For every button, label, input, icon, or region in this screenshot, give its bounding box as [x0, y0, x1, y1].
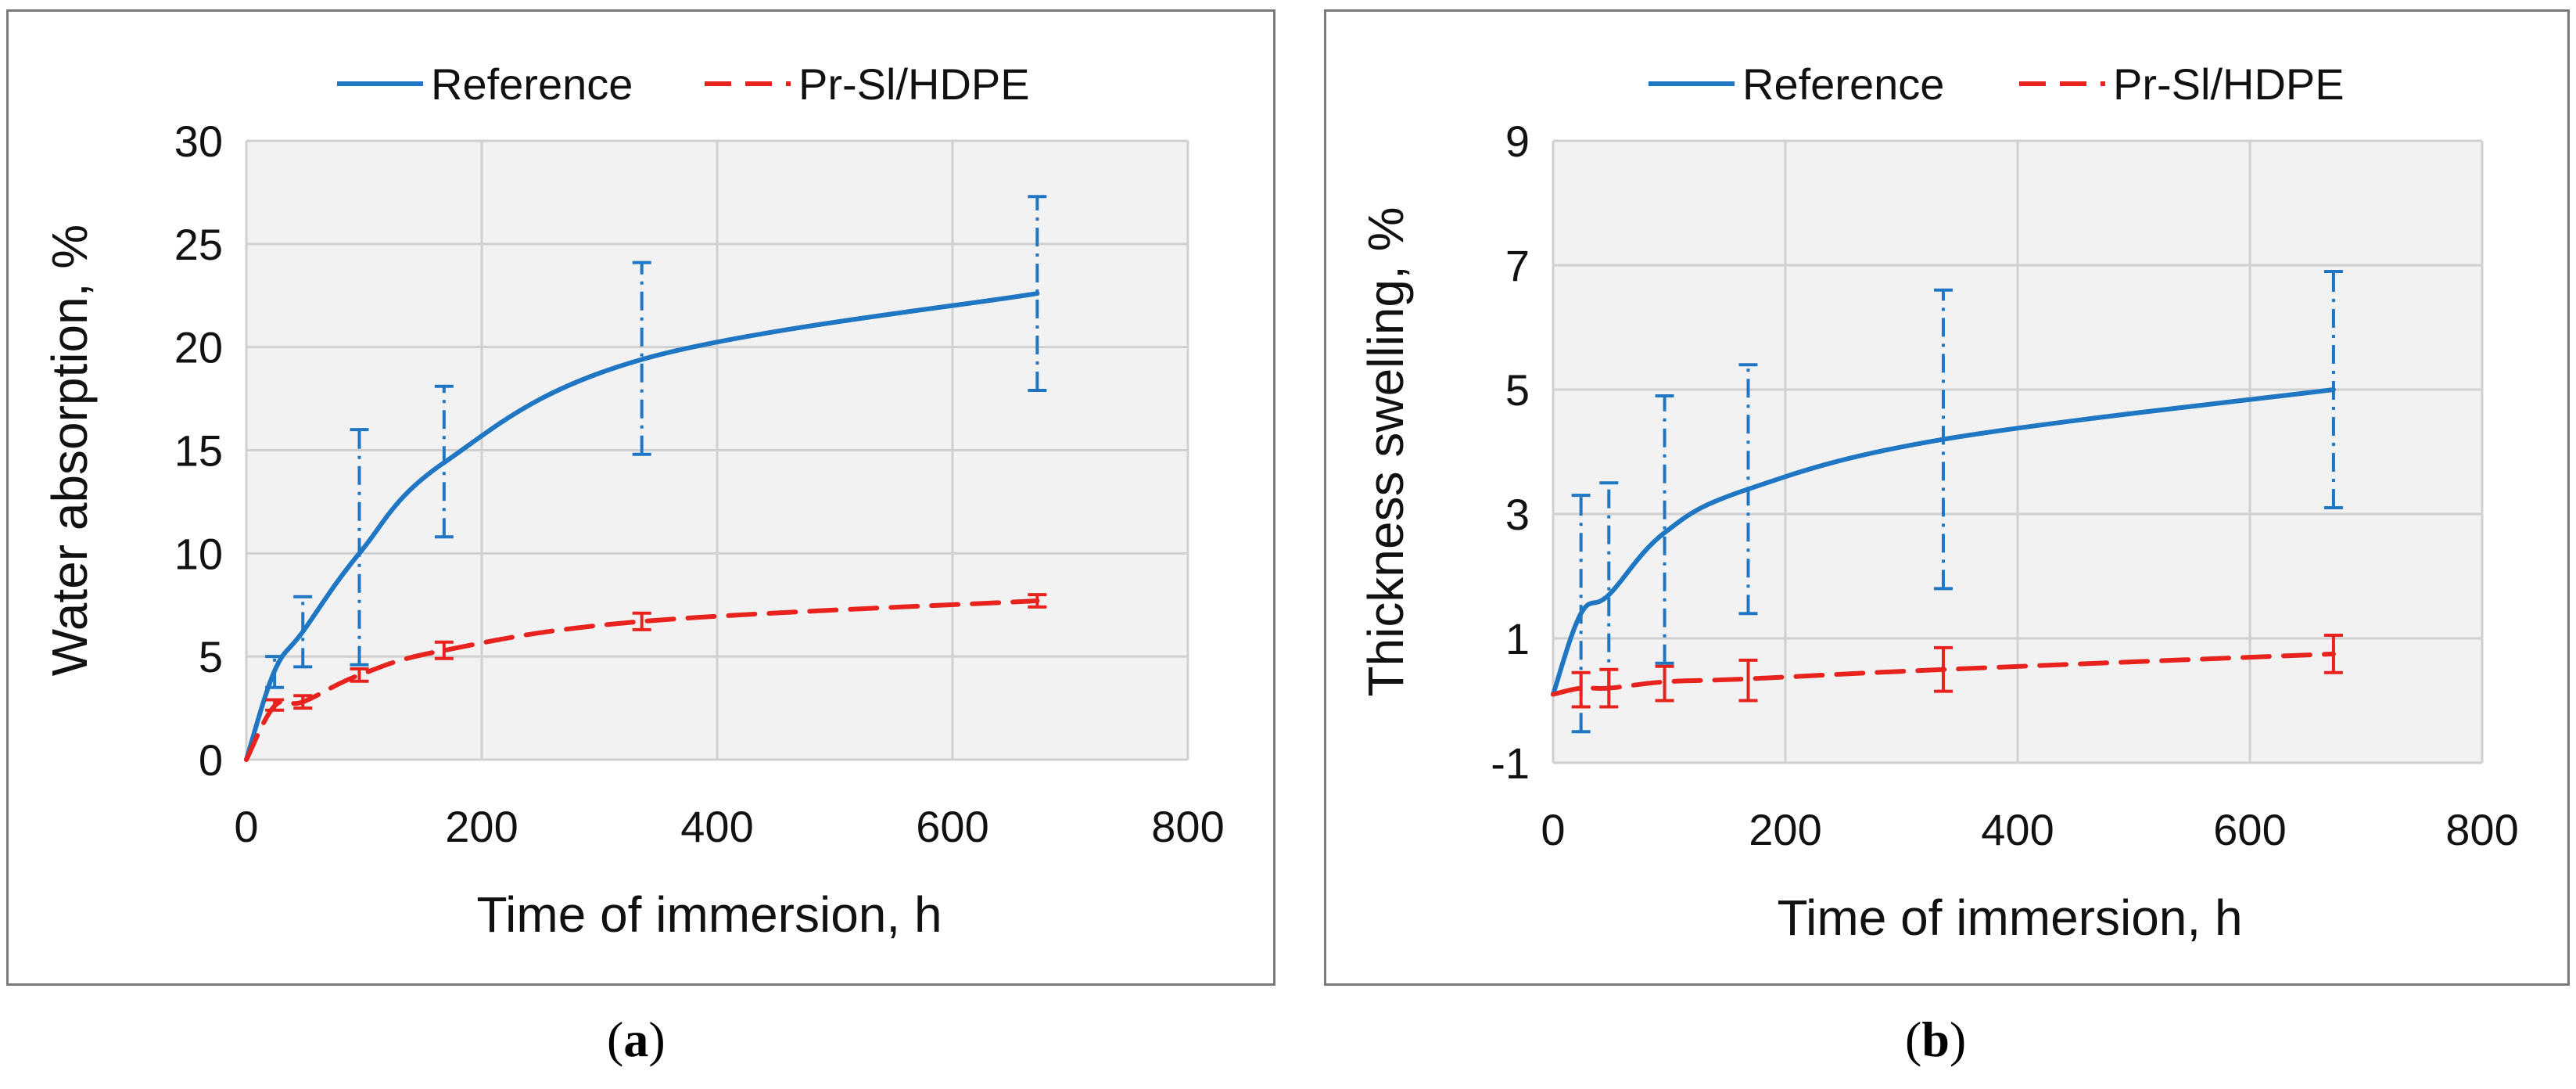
x-tick-label-b-3: 600 — [2213, 805, 2286, 854]
y-tick-label-a-5: 25 — [174, 220, 223, 269]
y-tick-label-a-0: 0 — [199, 735, 223, 785]
error-bar-reference-b-6 — [2323, 269, 2343, 510]
series-reference-b — [1551, 269, 2343, 734]
y-tick-label-a-6: 30 — [174, 117, 223, 166]
x-tick-label-a-2: 400 — [680, 802, 753, 851]
gridlines-b — [1552, 139, 2484, 764]
y-tick-label-b-4: 7 — [1505, 241, 1530, 290]
x-axis-label-b: Time of immersion, h — [1777, 890, 2242, 946]
error-bar-pr-sl-hdpe-a-5 — [632, 611, 651, 631]
legend-b: Reference Pr-Sl/HDPE — [1649, 59, 2345, 109]
y-tick-label-b-1: 1 — [1505, 614, 1530, 663]
error-bar-pr-sl-hdpe-a-2 — [293, 694, 313, 710]
gridlines-a — [245, 139, 1189, 761]
chart-a: 0 5 10 15 20 25 30 0 200 400 600 800 Time of immersi… — [41, 59, 1225, 943]
y-axis-label-b: Thickness swelling, % — [1358, 207, 1414, 697]
x-tick-label-b-0: 0 — [1541, 805, 1565, 854]
error-bar-pr-sl-hdpe-a-3 — [350, 667, 369, 683]
chart-panel-a: 0 5 10 15 20 25 30 0 200 400 600 800 Time of immersi… — [6, 9, 1275, 986]
y-tick-label-a-4: 20 — [174, 323, 223, 372]
x-tick-label-a-3: 600 — [916, 802, 988, 851]
series-pr-sl-hdpe-a — [244, 593, 1047, 762]
x-tick-label-b-1: 200 — [1749, 805, 1821, 854]
y-tick-label-a-3: 15 — [174, 426, 223, 476]
error-bar-reference-a-6 — [1028, 195, 1047, 393]
x-axis-label-a: Time of immersion, h — [476, 886, 942, 943]
chart-b: -1 1 3 5 7 9 0 200 400 600 800 Time of immersion, h… — [1358, 59, 2519, 946]
error-bar-pr-sl-hdpe-b-6 — [2323, 634, 2343, 674]
legend-label-pr-sl-hdpe-a: Pr-Sl/HDPE — [798, 59, 1030, 109]
error-bar-pr-sl-hdpe-b-3 — [1655, 664, 1674, 703]
caption-b-label: b — [1921, 1012, 1950, 1067]
series-reference-a — [244, 195, 1047, 762]
error-bar-reference-a-1 — [265, 655, 285, 689]
error-bar-pr-sl-hdpe-a-6 — [1028, 593, 1047, 609]
x-tick-label-a-0: 0 — [234, 802, 258, 851]
caption-a-label: a — [623, 1012, 649, 1067]
error-bar-reference-a-4 — [434, 384, 454, 539]
y-tick-label-b-5: 9 — [1505, 117, 1530, 166]
x-tick-label-a-1: 200 — [445, 802, 518, 851]
caption-a: (a) — [607, 1012, 666, 1067]
error-bar-pr-sl-hdpe-b-5 — [1933, 645, 1953, 693]
y-tick-label-b-0: -1 — [1491, 739, 1530, 788]
error-bar-pr-sl-hdpe-b-4 — [1738, 658, 1758, 703]
tick-labels-b: -1 1 3 5 7 9 0 200 400 600 800 — [1491, 117, 2519, 854]
legend-label-pr-sl-hdpe-b: Pr-Sl/HDPE — [2113, 59, 2345, 109]
error-bar-reference-b-3 — [1655, 394, 1674, 665]
error-bar-reference-b-4 — [1738, 363, 1758, 616]
error-bar-reference-a-5 — [632, 261, 651, 456]
legend-a: Reference Pr-Sl/HDPE — [337, 59, 1030, 109]
chart-panel-b: -1 1 3 5 7 9 0 200 400 600 800 Time of immersion, h… — [1324, 9, 2570, 986]
error-bar-pr-sl-hdpe-a-1 — [265, 698, 285, 712]
legend-label-reference-b: Reference — [1742, 59, 1944, 109]
x-tick-label-b-4: 800 — [2445, 805, 2518, 854]
y-tick-label-b-3: 5 — [1505, 365, 1530, 415]
error-bar-reference-b-5 — [1933, 288, 1953, 591]
y-tick-label-a-1: 5 — [199, 632, 223, 681]
x-tick-label-a-4: 800 — [1151, 802, 1224, 851]
y-tick-label-a-2: 10 — [174, 529, 223, 578]
error-bar-pr-sl-hdpe-b-2 — [1599, 667, 1619, 709]
series-pr-sl-hdpe-b — [1551, 634, 2343, 709]
tick-labels-a: 0 5 10 15 20 25 30 0 200 400 600 800 — [174, 117, 1225, 851]
y-tick-label-b-2: 3 — [1505, 490, 1530, 539]
y-axis-label-a: Water absorption, % — [41, 225, 98, 676]
x-tick-label-b-2: 400 — [1981, 805, 2054, 854]
caption-b: (b) — [1905, 1012, 1967, 1067]
error-bar-pr-sl-hdpe-a-4 — [434, 640, 454, 660]
series-line-reference-b — [1551, 387, 2336, 697]
series-line-pr-sl-hdpe-b — [1551, 651, 2336, 697]
error-bar-reference-a-3 — [350, 428, 369, 667]
error-bar-pr-sl-hdpe-b-1 — [1571, 670, 1591, 709]
error-bar-reference-a-2 — [293, 595, 313, 669]
legend-label-reference-a: Reference — [431, 59, 633, 109]
